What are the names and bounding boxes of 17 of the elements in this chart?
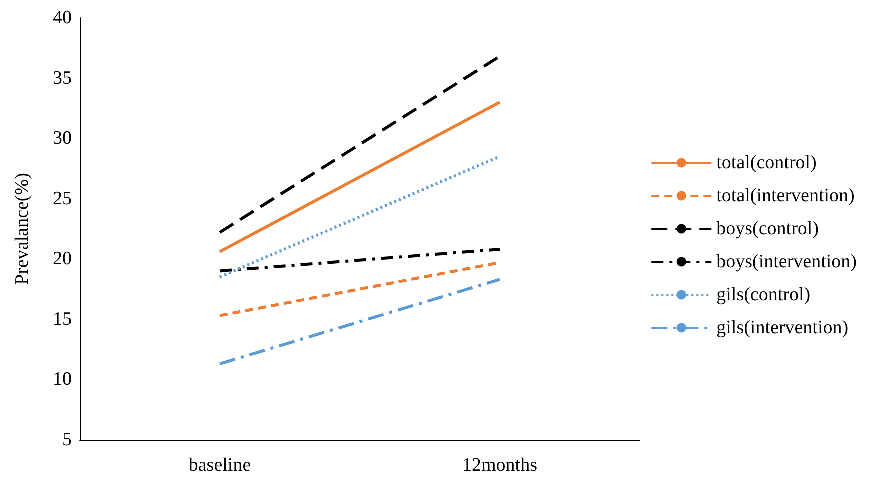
- y-tick-label: 5: [62, 430, 72, 450]
- legend-label: gils(control): [716, 284, 811, 306]
- legend-label: gils(intervention): [716, 318, 849, 338]
- x-tick-label: baseline: [188, 455, 252, 476]
- y-tick-label: 35: [53, 68, 72, 89]
- y-tick-label: 40: [53, 8, 72, 28]
- y-tick-label: 10: [53, 369, 72, 390]
- legend-label: boys(control): [716, 218, 820, 240]
- y-tick-label: 20: [53, 248, 72, 270]
- x-tick-label: 12months: [462, 455, 538, 476]
- y-tick-label: 25: [53, 188, 72, 210]
- y-tick-label: 30: [53, 128, 72, 150]
- legend-label: total(intervention): [716, 186, 855, 206]
- legend-label: total(control): [716, 152, 817, 174]
- legend-label: boys(intervention): [716, 252, 858, 272]
- y-axis-title: Prevalance(%): [12, 173, 33, 285]
- y-tick-label: 15: [53, 308, 72, 330]
